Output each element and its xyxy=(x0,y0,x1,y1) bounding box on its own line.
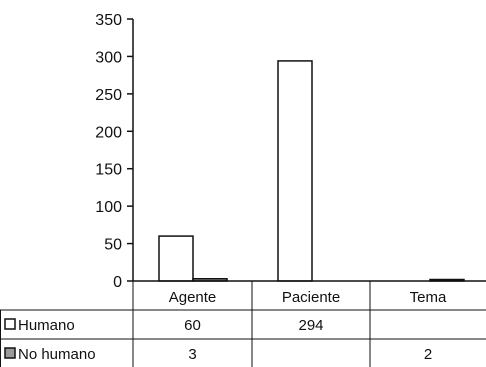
y-tick-label: 300 xyxy=(95,49,122,66)
y-tick-label: 0 xyxy=(113,274,122,291)
y-tick-label: 50 xyxy=(104,237,122,254)
legend-swatch-humano xyxy=(4,318,16,330)
legend-label: No humano xyxy=(18,346,96,363)
y-tick-label: 100 xyxy=(95,199,122,216)
y-tick-label: 350 xyxy=(95,12,122,29)
bar-humano-paciente xyxy=(277,60,313,282)
x-category-label: Agente xyxy=(169,289,217,306)
x-category-label: Tema xyxy=(410,289,447,306)
bar-humano-agente xyxy=(158,235,194,282)
y-tick-label: 250 xyxy=(95,87,122,104)
y-tick-label: 150 xyxy=(95,162,122,179)
legend-swatch-no-humano xyxy=(4,347,16,359)
x-category-label: Paciente xyxy=(282,289,340,306)
data-label: 60 xyxy=(184,317,201,334)
legend-label: Humano xyxy=(18,317,75,334)
data-label: 3 xyxy=(188,346,196,363)
data-label: 294 xyxy=(298,317,323,334)
data-label: 2 xyxy=(424,346,432,363)
y-tick-label: 200 xyxy=(95,124,122,141)
